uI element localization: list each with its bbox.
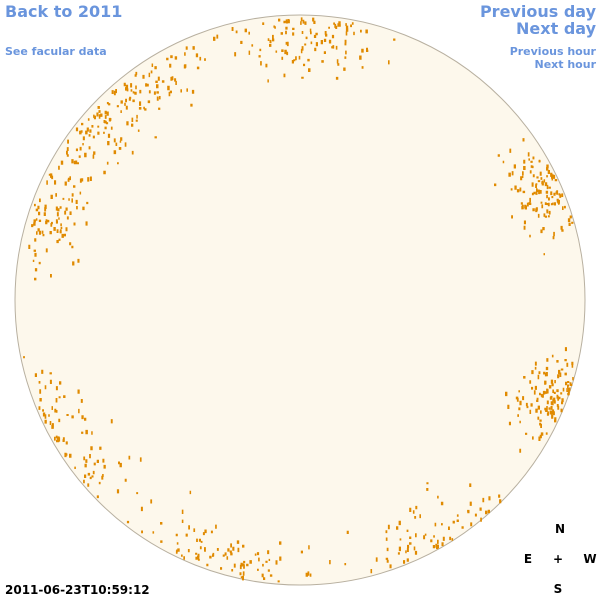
- next-hour-link[interactable]: Next hour: [534, 58, 597, 71]
- facular-link[interactable]: See facular data: [5, 45, 107, 58]
- previous-hour-link[interactable]: Previous hour: [509, 45, 596, 58]
- compass-south: S: [553, 582, 563, 596]
- compass-west: W: [583, 552, 597, 566]
- next-day-link[interactable]: Next day: [516, 19, 596, 38]
- compass-center: +: [552, 552, 564, 566]
- solar-disk: [14, 14, 586, 586]
- compass-north: N: [554, 522, 566, 536]
- compass-east: E: [523, 552, 533, 566]
- timestamp: 2011-06-23T10:59:12: [5, 583, 150, 597]
- previous-day-link[interactable]: Previous day: [479, 2, 596, 21]
- back-link[interactable]: Back to 2011: [5, 2, 123, 21]
